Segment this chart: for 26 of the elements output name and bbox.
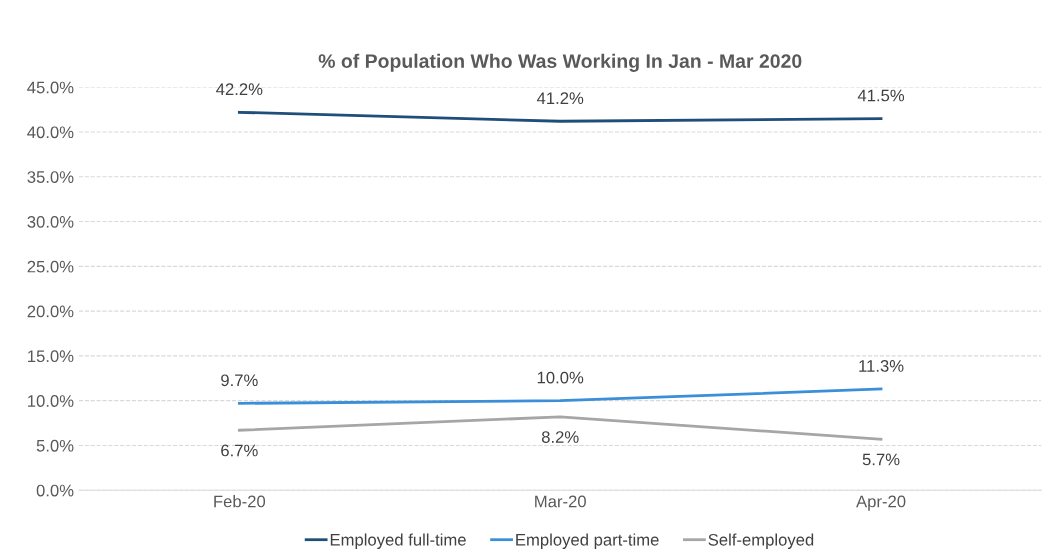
chart-title: % of Population Who Was Working In Jan - Mar 2020 <box>318 53 802 72</box>
data-label: 6.7% <box>221 444 258 457</box>
data-label: 41.5% <box>857 89 905 102</box>
y-tick-label: 20.0% <box>27 305 74 318</box>
y-tick-label: 35.0% <box>27 171 74 183</box>
y-tick-label: 15.0% <box>28 350 74 363</box>
data-label: 42.2% <box>216 83 263 96</box>
data-label: 8.2% <box>541 431 579 443</box>
data-label: 11.3% <box>859 360 904 372</box>
y-tick-label: 45.0% <box>27 81 74 94</box>
y-tick-label: 0.0% <box>36 484 74 497</box>
y-tick-label: 40.0% <box>27 126 74 139</box>
data-label: 41.2% <box>536 92 584 104</box>
legend-label: Employed part-time <box>516 533 659 549</box>
x-tick-label: Feb-20 <box>214 495 266 508</box>
data-label: 10.0% <box>537 371 584 384</box>
y-tick-label: 5.0% <box>36 439 74 452</box>
data-label: 9.7% <box>221 374 258 387</box>
data-label: 5.7% <box>862 453 900 466</box>
x-tick-label: Mar-20 <box>535 495 586 508</box>
x-tick-label: Apr-20 <box>856 495 906 511</box>
y-tick-label: 25.0% <box>27 260 74 273</box>
legend-label: Employed full-time <box>330 533 466 549</box>
y-tick-label: 30.0% <box>27 215 74 228</box>
legend-label: Self-employed <box>708 533 814 549</box>
y-tick-label: 10.0% <box>28 395 74 407</box>
